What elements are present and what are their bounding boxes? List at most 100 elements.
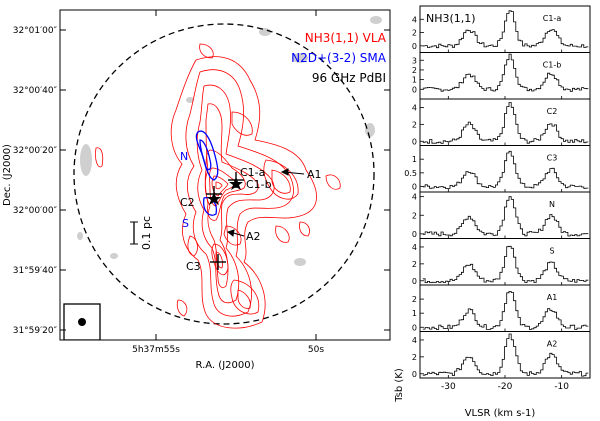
label-c3: C3 xyxy=(186,260,201,273)
x-tick-label: 50s xyxy=(308,345,324,355)
spectrum-label: A1 xyxy=(547,293,558,302)
spectrum-y-tick-label: 0 xyxy=(412,183,417,192)
x-tick-label: 5h37m55s xyxy=(132,345,180,355)
y-tick-label: 31°59′40″ xyxy=(13,266,58,276)
spectrum-y-tick-label: 4 xyxy=(412,336,417,345)
spectrum-y-tick-label: 0 xyxy=(412,230,417,239)
spectrum-y-tick-label: 0 xyxy=(412,85,417,94)
spectrum-y-tick-label: 2 xyxy=(412,120,417,129)
spectrum-y-tick-label: 1 xyxy=(412,155,417,164)
spectrum-frame xyxy=(419,145,591,193)
map-contents: 0.1 pc xyxy=(63,16,382,340)
spectrum-y-tick-label: 3 xyxy=(412,56,417,65)
legend-n2dp: N2D+(3-2) SMA xyxy=(291,51,387,65)
spectrum-y-tick-label: 2 xyxy=(412,29,417,38)
spectrum-label: C3 xyxy=(547,154,558,163)
label-c1a: C1-a xyxy=(240,166,265,179)
label-c2: C2 xyxy=(180,196,195,209)
scale-bar-label: 0.1 pc xyxy=(140,216,153,250)
spectrum-y-tick-label: 4 xyxy=(412,243,417,252)
spectrum-y-tick-label: 1 xyxy=(412,76,417,85)
nh3-contours xyxy=(95,43,341,329)
spectra-x-ticks: -30 -20 -10 xyxy=(441,382,569,392)
spectrum-y-tick-label: 2 xyxy=(412,260,417,269)
spectrum-label: C2 xyxy=(547,107,558,116)
spectrum-y-tick-label: 4 xyxy=(412,15,417,24)
source-crosses xyxy=(206,172,244,270)
label-a1: A1 xyxy=(307,168,322,181)
label-c1b: C1-b xyxy=(246,178,272,191)
y-tick-label: 32°00′00″ xyxy=(13,206,58,216)
map-frame xyxy=(59,9,391,341)
scale-bar: 0.1 pc xyxy=(130,216,153,250)
spectrum-y-tick-label: 2 xyxy=(412,66,417,75)
spectrum-label: N xyxy=(549,200,555,209)
source-arrows xyxy=(226,168,305,237)
spectrum-panel: 0 2 4 A2 xyxy=(412,331,591,379)
spectrum-panel: 0 2 4 C2 xyxy=(412,98,591,146)
spectrum-line xyxy=(422,102,589,144)
spectra-y-axis-title: Tsb (K) xyxy=(394,368,405,403)
spectrum-panel: 0 2 4 C1-a xyxy=(412,5,591,53)
spectra-title: NH3(1,1) xyxy=(426,12,476,25)
spectrum-y-tick-label: 0.5 xyxy=(404,169,417,178)
label-n: N xyxy=(180,150,188,163)
map-ticks xyxy=(60,10,390,340)
spectrum-panel: 0 2 4 N xyxy=(412,191,591,239)
pdbi-primary-beam xyxy=(73,23,375,325)
spectrum-label: S xyxy=(549,247,554,256)
spectra-x-axis-title: VLSR (km s-1) xyxy=(465,408,536,419)
gray-emission xyxy=(77,16,382,266)
spectrum-frame xyxy=(419,238,591,286)
map-y-axis-title: Dec. (J2000) xyxy=(2,144,13,206)
map-x-axis-title: R.A. (J2000) xyxy=(196,360,255,371)
spectrum-label: C1-a xyxy=(543,14,562,23)
spectrum-frame xyxy=(419,98,591,146)
label-a2: A2 xyxy=(246,230,261,243)
legend-pdbi: 96 GHz PdBI xyxy=(312,71,386,85)
spectrum-y-tick-label: 4 xyxy=(412,193,417,202)
spectrum-frame xyxy=(419,284,591,332)
spectrum-label: A2 xyxy=(547,340,558,349)
y-tick-label: 32°00′40″ xyxy=(13,86,58,96)
spectrum-line xyxy=(422,150,589,189)
spectrum-line xyxy=(422,245,589,283)
map-y-tick-labels: 32°01′00″ 32°00′40″ 32°00′20″ 32°00′00″ … xyxy=(13,26,58,336)
beam-box xyxy=(63,303,101,340)
spectrum-x-tick-label: -30 xyxy=(441,382,456,392)
spectrum-y-tick-label: 0 xyxy=(412,277,417,286)
spectrum-label: C1-b xyxy=(543,61,562,70)
source-labels: C1-a C1-b A1 C2 A2 C3 N S xyxy=(180,150,322,273)
spectrum-y-tick-label: 0 xyxy=(412,137,417,146)
spectrum-panel: 0 0.5 1 C3 xyxy=(404,145,591,193)
map-legend: NH3(1,1) VLA N2D+(3-2) SMA 96 GHz PdBI xyxy=(291,31,387,85)
map-panel: 0.1 pc C1-a C1-b A1 C2 A2 C3 N S NH3(1,1… xyxy=(2,9,391,371)
spectrum-y-tick-label: 0 xyxy=(412,323,417,332)
spectrum-line xyxy=(422,10,589,49)
spectrum-x-tick-label: -10 xyxy=(554,382,569,392)
spectrum-line xyxy=(422,196,589,237)
spectrum-y-tick-label: 2 xyxy=(412,353,417,362)
spectrum-y-tick-label: 1 xyxy=(412,309,417,318)
spectrum-frame xyxy=(419,52,591,100)
spectrum-line xyxy=(422,333,589,377)
legend-nh3: NH3(1,1) VLA xyxy=(305,31,387,45)
spectrum-x-tick-label: -20 xyxy=(498,382,513,392)
spectrum-line xyxy=(422,53,589,92)
spectrum-y-tick-label: 0 xyxy=(412,370,417,379)
spectrum-y-tick-label: 4 xyxy=(412,103,417,112)
y-tick-label: 31°59′20″ xyxy=(13,326,58,336)
spectrum-panel: 0 2 4 S xyxy=(412,238,591,286)
spectrum-line xyxy=(422,291,589,330)
label-s: S xyxy=(182,217,189,230)
spectrum-y-tick-label: 2 xyxy=(412,295,417,304)
map-x-tick-labels: 5h37m55s 50s xyxy=(132,345,324,355)
spectrum-y-tick-label: 0 xyxy=(412,42,417,51)
spectrum-y-tick-label: 2 xyxy=(412,211,417,220)
y-tick-label: 32°00′20″ xyxy=(13,146,58,156)
spectrum-panel: 0 1 2 A1 xyxy=(412,284,591,332)
y-tick-label: 32°01′00″ xyxy=(13,26,58,36)
